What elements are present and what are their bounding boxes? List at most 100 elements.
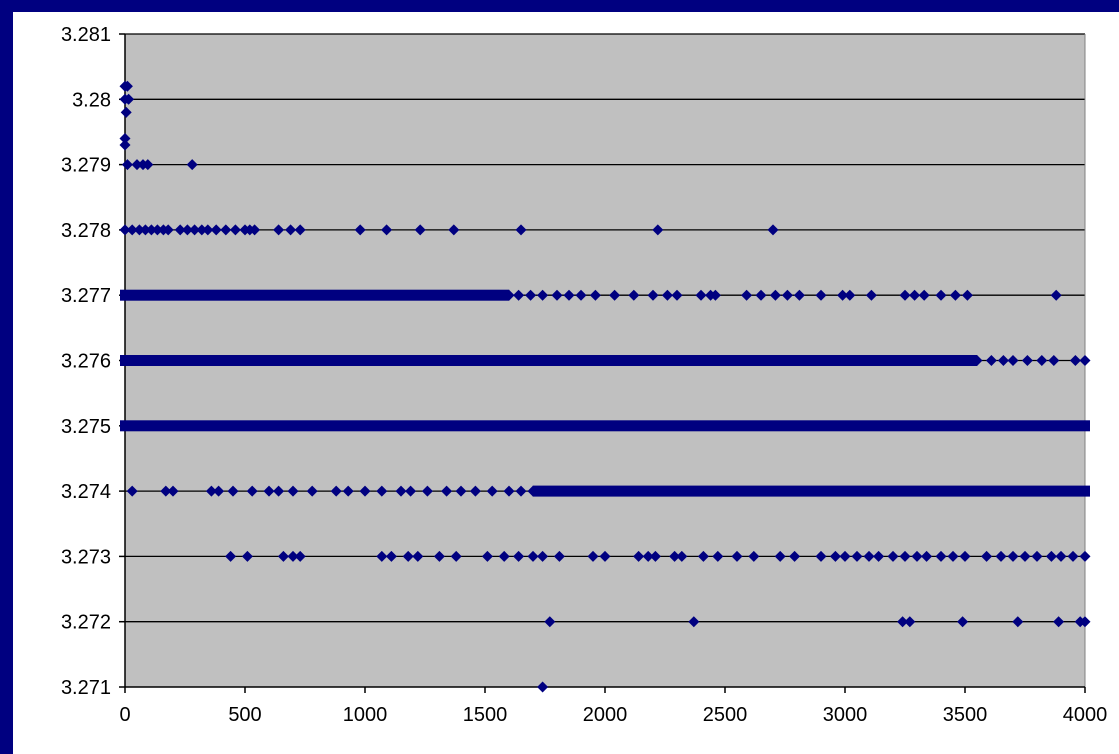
data-point <box>899 289 911 301</box>
x-tick-label: 3000 <box>823 704 868 726</box>
data-point <box>181 224 193 236</box>
data-point <box>1067 550 1079 562</box>
data-point <box>277 550 289 562</box>
dense-run-3.274 <box>532 485 1090 497</box>
data-point <box>186 159 198 171</box>
data-point <box>1021 355 1033 366</box>
data-point <box>359 485 371 497</box>
data-point <box>142 159 154 171</box>
data-point <box>661 289 673 301</box>
data-point <box>121 80 133 92</box>
data-point <box>120 106 132 118</box>
data-point <box>225 550 237 562</box>
data-point <box>997 355 1009 366</box>
data-point <box>1079 355 1091 366</box>
data-point <box>774 550 786 562</box>
data-point <box>741 289 753 301</box>
data-point <box>688 616 700 628</box>
data-point <box>241 550 253 562</box>
x-tick-label: 4000 <box>1063 704 1108 726</box>
data-point <box>609 289 621 301</box>
data-point <box>697 550 709 562</box>
data-point <box>196 224 208 236</box>
data-point <box>220 224 232 236</box>
data-point <box>486 485 498 497</box>
data-point <box>551 289 563 301</box>
data-point <box>139 224 151 236</box>
data-point <box>376 550 388 562</box>
y-tick-label: 3.275 <box>61 416 111 438</box>
data-point <box>133 224 145 236</box>
data-point <box>709 289 721 301</box>
data-point <box>957 616 969 628</box>
data-point <box>162 224 174 236</box>
data-point <box>793 289 805 301</box>
x-tick-label: 1500 <box>463 704 508 726</box>
data-point <box>918 289 930 301</box>
data-point <box>935 550 947 562</box>
data-point <box>202 224 214 236</box>
data-point <box>167 485 179 497</box>
chart-frame: 3.281 3.28 3.279 3.278 3.277 3.276 3.275 3.274 3… <box>13 12 1119 754</box>
y-tick-label: 3.281 <box>61 24 111 46</box>
dense-point-runs <box>120 289 1090 497</box>
y-tick-label: 3.274 <box>61 481 111 503</box>
x-tick-label: 2000 <box>583 704 628 726</box>
data-point <box>731 550 743 562</box>
data-point <box>119 132 131 144</box>
data-point <box>412 550 424 562</box>
data-point <box>781 289 793 301</box>
data-point <box>755 289 767 301</box>
data-point <box>563 289 575 301</box>
data-point <box>1031 550 1043 562</box>
dense-run-3.275 <box>120 420 1090 432</box>
data-point <box>450 550 462 562</box>
data-point <box>633 550 645 562</box>
data-point <box>863 550 875 562</box>
data-point <box>515 224 527 236</box>
data-point <box>330 485 342 497</box>
data-point <box>981 550 993 562</box>
data-point <box>123 93 135 105</box>
data-point <box>647 289 659 301</box>
data-point <box>210 224 222 236</box>
data-point <box>537 550 549 562</box>
x-tick-label: 2500 <box>703 704 748 726</box>
data-point <box>126 224 138 236</box>
data-point <box>769 289 781 301</box>
data-point <box>899 550 911 562</box>
data-point <box>642 550 654 562</box>
data-point <box>131 159 143 171</box>
data-point <box>587 550 599 562</box>
x-tick-label: 1000 <box>343 704 388 726</box>
dense-run-3.277 <box>120 289 510 301</box>
data-point <box>748 550 760 562</box>
data-point <box>121 159 133 171</box>
data-point <box>589 289 601 301</box>
data-point <box>421 485 433 497</box>
data-point <box>513 289 525 301</box>
data-point <box>294 550 306 562</box>
y-tick-label: 3.276 <box>61 351 111 373</box>
data-point <box>1050 289 1062 301</box>
data-point <box>1069 355 1081 366</box>
data-point <box>537 289 549 301</box>
y-tick-label: 3.278 <box>61 220 111 242</box>
data-point <box>676 550 688 562</box>
data-point <box>652 224 664 236</box>
data-point <box>961 289 973 301</box>
data-point <box>1053 616 1065 628</box>
data-point <box>949 289 961 301</box>
data-point <box>145 224 157 236</box>
data-point <box>229 224 241 236</box>
data-point <box>433 550 445 562</box>
y-tick-label: 3.277 <box>61 285 111 307</box>
data-point <box>402 550 414 562</box>
data-point <box>354 224 366 236</box>
data-point <box>959 550 971 562</box>
x-tick-label: 3500 <box>943 704 988 726</box>
y-tick-label: 3.279 <box>61 155 111 177</box>
data-point <box>151 224 163 236</box>
data-point <box>249 224 261 236</box>
data-point <box>544 616 556 628</box>
